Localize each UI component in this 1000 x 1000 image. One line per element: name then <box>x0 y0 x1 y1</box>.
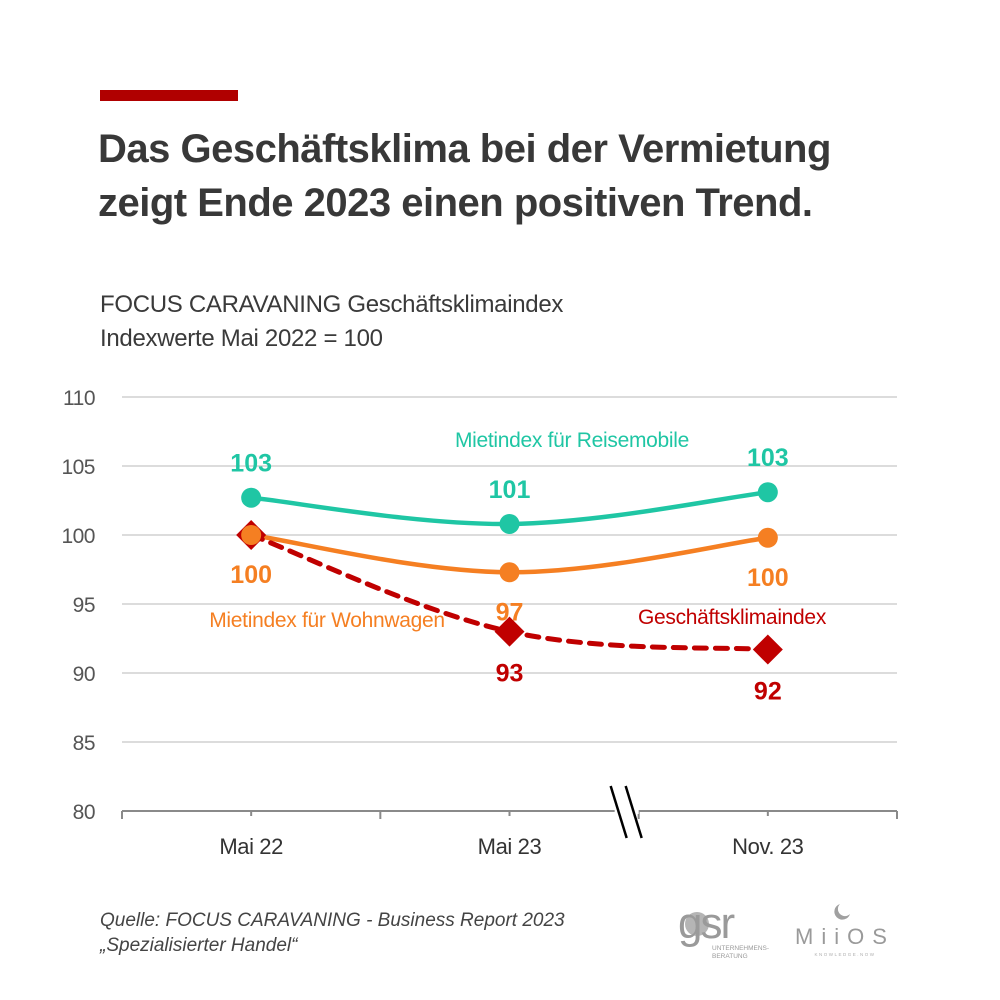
gsr-logo: gsr UNTERNEHMENS- BERATUNG <box>678 900 769 960</box>
subtitle-line-1: FOCUS CARAVANING Geschäftsklimaindex <box>100 291 564 318</box>
gsr-logo-text: gsr <box>678 900 734 948</box>
series-name-label: Mietindex für Reisemobile <box>455 429 689 452</box>
data-label: 100 <box>747 564 789 592</box>
y-tick-label: 95 <box>73 594 95 617</box>
axis-break-gap <box>614 808 639 814</box>
miios-logo-subtext: KNOWLEDGE.NOW <box>814 952 875 957</box>
y-axis-ticks: 80 85 90 95 100 105 110 <box>61 387 95 824</box>
data-point-circle <box>499 513 520 534</box>
gsr-logo-subtext-2: BERATUNG <box>712 953 748 960</box>
axis-break-mark <box>624 785 643 839</box>
gsr-logo-dot <box>685 912 709 936</box>
data-label: 92 <box>754 678 782 706</box>
y-tick-label: 80 <box>73 801 95 824</box>
miios-logo-swirl-icon <box>834 904 850 920</box>
x-tick-label: Nov. 23 <box>732 834 804 859</box>
axis-break-mark <box>609 785 628 839</box>
y-tick-label: 85 <box>73 732 95 755</box>
gsr-logo-subtext-1: UNTERNEHMENS- <box>712 945 769 952</box>
title-line-2: zeigt Ende 2023 einen positiven Trend. <box>98 181 813 225</box>
data-label: 100 <box>230 561 272 589</box>
source-line-2: „Spezialisierter Handel“ <box>100 935 298 956</box>
data-point-circle <box>757 482 778 503</box>
y-tick-label: 100 <box>61 525 95 548</box>
data-label: 97 <box>496 598 524 626</box>
chart-subtitle: FOCUS CARAVANING Geschäftsklimaindex Ind… <box>100 288 563 356</box>
x-tick-label: Mai 23 <box>478 834 542 859</box>
data-label: 103 <box>747 444 789 472</box>
data-point-circle <box>241 525 262 545</box>
source-note: Quelle: FOCUS CARAVANING - Business Repo… <box>100 908 565 958</box>
y-tick-label: 105 <box>61 456 95 479</box>
data-labels: 103 101 103 100 97 100 93 92 <box>230 444 788 705</box>
series-name-label: Mietindex für Wohnwagen <box>209 609 445 632</box>
y-tick-label: 110 <box>63 387 95 410</box>
data-label: 101 <box>489 476 531 504</box>
series-name-label: Geschäftsklimaindex <box>638 606 827 629</box>
data-point-diamond <box>494 616 525 647</box>
miios-logo-text: MiiOS <box>795 924 895 949</box>
x-axis: Mai 22 Mai 23 Nov. 23 <box>121 785 898 859</box>
accent-bar <box>100 90 238 101</box>
series-markers <box>236 482 783 665</box>
data-label: 103 <box>230 450 272 478</box>
data-point-circle <box>757 527 778 548</box>
title-line-1: Das Geschäftsklima bei der Vermietung <box>98 127 831 171</box>
data-label: 93 <box>496 660 524 688</box>
series-name-labels: Mietindex für Reisemobile Mietindex für W… <box>209 429 827 632</box>
page-title: Das Geschäftsklima bei der Vermietung ze… <box>98 122 978 230</box>
y-tick-label: 90 <box>73 663 95 686</box>
miios-logo: MiiOS KNOWLEDGE.NOW <box>795 904 895 957</box>
x-tick-label: Mai 22 <box>219 834 283 859</box>
data-point-circle <box>241 487 262 508</box>
source-line-1: Quelle: FOCUS CARAVANING - Business Repo… <box>100 910 565 931</box>
gridlines <box>122 396 897 743</box>
subtitle-line-2: Indexwerte Mai 2022 = 100 <box>100 325 383 352</box>
data-point-diamond <box>752 634 783 665</box>
data-point-circle <box>499 562 520 583</box>
